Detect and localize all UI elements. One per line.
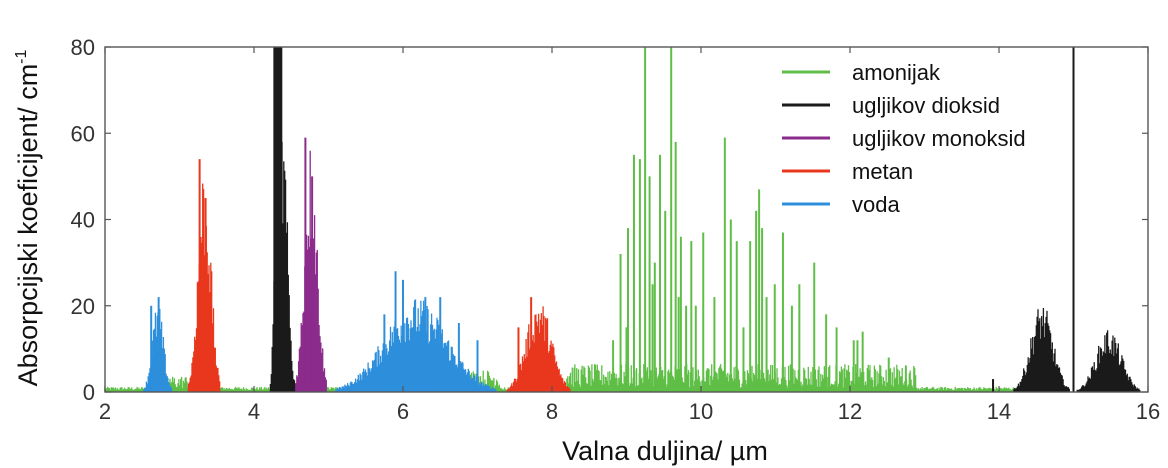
co2-band-4p3 <box>273 47 283 392</box>
x-tick-label: 2 <box>99 399 111 424</box>
legend-label: metan <box>852 159 913 184</box>
legend-item: metan <box>782 159 913 184</box>
axes: 2 4 6 8 10 12 14 16 0 20 40 60 80 <box>71 35 1161 424</box>
x-tick-label: 6 <box>397 399 409 424</box>
plot-area <box>104 47 1141 392</box>
y-tick-label: 60 <box>71 121 95 146</box>
legend-label: ugljikov dioksid <box>852 93 1000 118</box>
series-band-lines <box>269 74 1141 392</box>
series-voda <box>143 271 497 392</box>
legend-item: ugljikov monoksid <box>782 126 1026 151</box>
x-tick-label: 12 <box>838 399 862 424</box>
y-tick-label: 0 <box>83 380 95 405</box>
series-amonijak <box>104 47 1066 392</box>
series-ugljikov-monoksid <box>294 137 327 392</box>
y-axis-title: Absorpcijski koeficijent/ cm-1 <box>13 49 43 386</box>
y-tick-label: 20 <box>71 294 95 319</box>
y-axis-title-superscript: -1 <box>13 49 30 63</box>
legend-item: voda <box>782 192 900 217</box>
legend-item: amonijak <box>782 60 941 85</box>
x-tick-label: 4 <box>248 399 260 424</box>
series-metan <box>187 159 571 392</box>
x-tick-label: 10 <box>689 399 713 424</box>
x-tick-label: 16 <box>1136 399 1160 424</box>
x-tick-label: 8 <box>546 399 558 424</box>
y-axis-title-main: Absorpcijski koeficijent/ cm <box>13 64 43 387</box>
legend-item: ugljikov dioksid <box>782 93 1000 118</box>
legend-label: voda <box>852 192 900 217</box>
series-band-lines <box>187 183 571 392</box>
x-axis-title: Valna duljina/ µm <box>562 436 768 466</box>
series-band-lines <box>294 150 327 392</box>
x-tick-label: 14 <box>987 399 1011 424</box>
series-band-lines <box>104 364 1066 392</box>
series-ugljikov-dioksid <box>269 47 1141 392</box>
series-band-lines <box>143 299 497 392</box>
y-tick-label: 40 <box>71 208 95 233</box>
y-tick-label: 80 <box>71 35 95 60</box>
legend: amonijak ugljikov dioksid ugljikov monoksi… <box>782 60 1026 217</box>
legend-label: amonijak <box>852 60 941 85</box>
legend-label: ugljikov monoksid <box>852 126 1026 151</box>
